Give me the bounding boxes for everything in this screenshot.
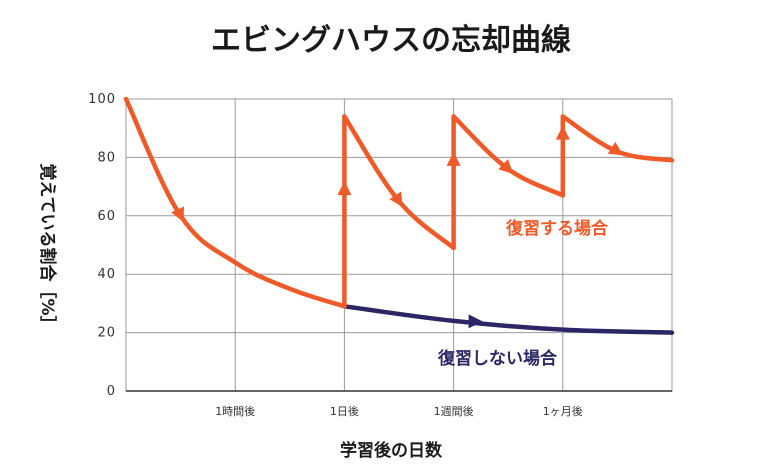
x-tick-label: 1週間後 bbox=[434, 404, 474, 418]
noreview-curve-segment bbox=[342, 304, 675, 335]
x-tick-label: 1ヶ月後 bbox=[543, 404, 583, 418]
x-axis-label: 学習後の日数 bbox=[340, 440, 443, 461]
x-axis-ticks: 1時間後 1日後 1週間後 1ヶ月後 bbox=[215, 404, 583, 418]
y-tick-label: 80 bbox=[97, 150, 116, 165]
review-direction-arrow bbox=[607, 141, 624, 156]
y-tick-label: 0 bbox=[107, 384, 116, 399]
series-label-noreview: 復習しない場合 bbox=[437, 348, 558, 369]
series-label-review: 復習する場合 bbox=[505, 218, 609, 239]
review-curve-segment bbox=[451, 114, 566, 198]
y-tick-label: 20 bbox=[97, 326, 116, 341]
review-curve-segment bbox=[342, 114, 456, 251]
y-tick-label: 100 bbox=[88, 92, 116, 107]
noreview-direction-arrow bbox=[468, 314, 483, 329]
arrow-markers bbox=[171, 125, 624, 329]
review-direction-arrow bbox=[498, 159, 514, 174]
chart-title: エビングハウスの忘却曲線 bbox=[211, 23, 571, 58]
y-tick-label: 40 bbox=[97, 267, 116, 282]
review-jump-arrow bbox=[446, 151, 461, 166]
y-axis-label: 覚えている割合［%］ bbox=[37, 163, 58, 332]
review-direction-arrow bbox=[389, 191, 403, 208]
x-tick-label: 1日後 bbox=[330, 404, 359, 418]
y-tick-label: 60 bbox=[97, 209, 116, 224]
review-curve-segment bbox=[123, 96, 347, 309]
review-jump-arrow bbox=[337, 181, 352, 196]
y-axis-ticks: 100 80 60 40 20 0 bbox=[88, 92, 116, 399]
x-tick-label: 1時間後 bbox=[215, 404, 255, 418]
review-jump-arrow bbox=[555, 125, 570, 140]
review-direction-arrow bbox=[171, 206, 184, 223]
